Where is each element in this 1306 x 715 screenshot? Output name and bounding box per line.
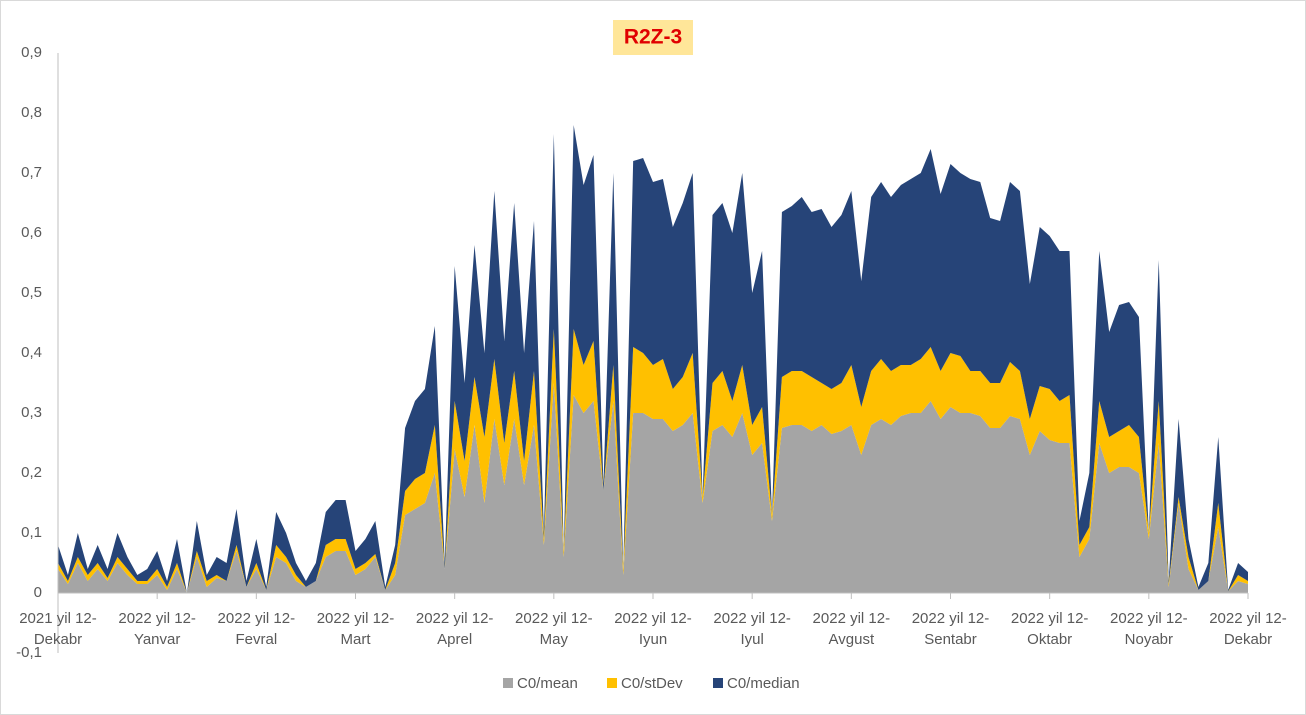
area	[58, 329, 1248, 593]
area	[58, 125, 1248, 593]
legend-swatch	[503, 678, 513, 688]
x-tick-label: 2022 yil 12-Noyabr	[1110, 610, 1188, 648]
x-tick-label: 2022 yil 12-Mart	[317, 610, 395, 648]
title-box	[613, 20, 693, 55]
legend-label: C0/mean	[517, 675, 578, 692]
y-tick-label: -0,1	[16, 644, 42, 661]
x-tick-label: 2022 yil 12-Oktabr	[1011, 610, 1089, 648]
area	[58, 383, 1248, 593]
y-tick-label: 0,3	[21, 404, 42, 421]
y-tick-label: 0,2	[21, 464, 42, 481]
x-tick-label: 2022 yil 12-Sentabr	[912, 610, 990, 648]
y-tick-label: 0	[34, 584, 42, 601]
legend-swatch	[713, 678, 723, 688]
y-tick-label: 0,8	[21, 104, 42, 121]
x-tick-label: 2022 yil 12-May	[515, 610, 593, 648]
x-tick-label: 2022 yil 12-Fevral	[218, 610, 296, 648]
x-tick-label: 2022 yil 12-Aprel	[416, 610, 494, 648]
legend-label: C0/stDev	[621, 675, 683, 692]
y-tick-label: 0,5	[21, 284, 42, 301]
legend-swatch	[607, 678, 617, 688]
x-tick-label: 2022 yil 12-Iyul	[713, 610, 791, 648]
x-tick-label: 2021 yil 12-Dekabr	[19, 610, 97, 648]
legend-label: C0/median	[727, 675, 800, 692]
y-tick-label: 0,7	[21, 164, 42, 181]
y-tick-label: 0,1	[21, 524, 42, 541]
y-tick-label: 0,9	[21, 44, 42, 61]
y-tick-label: 0,6	[21, 224, 42, 241]
x-tick-label: 2022 yil 12-Dekabr	[1209, 610, 1287, 648]
chart-title: R2Z-3	[624, 26, 682, 49]
x-tick-label: 2022 yil 12-Iyun	[614, 610, 692, 648]
y-tick-label: 0,4	[21, 344, 42, 361]
x-tick-label: 2022 yil 12-Avgust	[813, 610, 891, 648]
x-tick-label: 2022 yil 12-Yanvar	[118, 610, 196, 648]
